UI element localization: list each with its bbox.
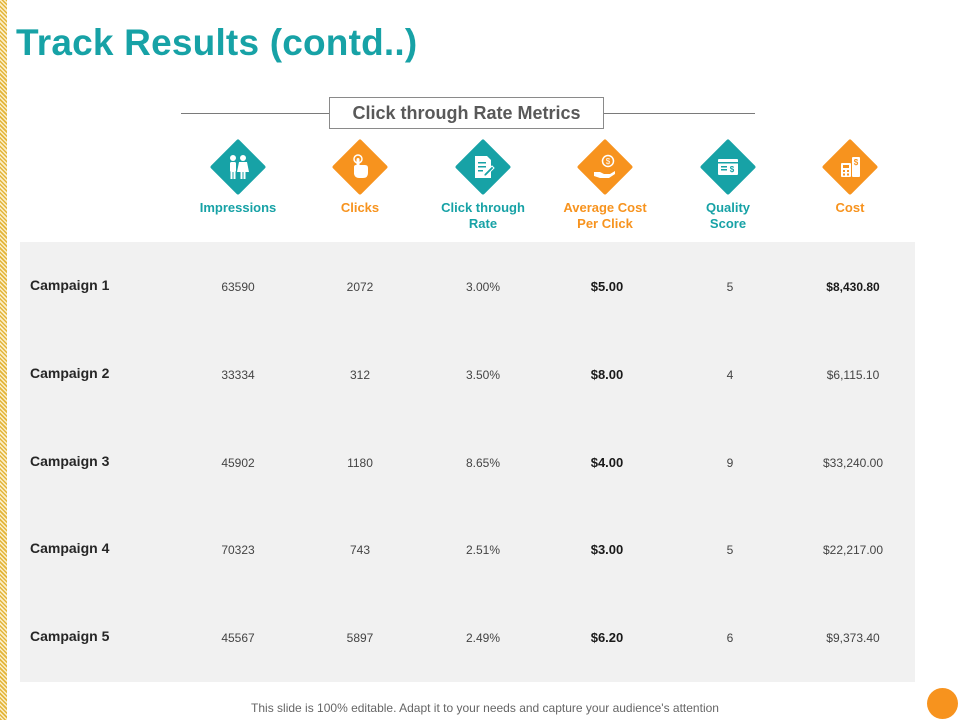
table-row-campaign-2: Campaign 2 33334 312 3.50% $8.00 4 $6,11… bbox=[20, 365, 915, 385]
clicks-value: 312 bbox=[349, 368, 371, 382]
page-title: Track Results (contd..) bbox=[16, 22, 418, 63]
impressions-value: 45902 bbox=[221, 456, 255, 470]
impressions-value: 33334 bbox=[221, 368, 255, 382]
campaign-table: Campaign 1 63590 2072 3.00% $5.00 5 $8,4… bbox=[20, 242, 915, 682]
clicks-value: 743 bbox=[349, 543, 371, 557]
table-row-campaign-3: Campaign 3 45902 1180 8.65% $4.00 9 $33,… bbox=[20, 453, 915, 473]
metric-label: Clicks bbox=[340, 200, 380, 215]
ctr-value: 8.65% bbox=[465, 456, 501, 470]
campaign-name: Campaign 5 bbox=[30, 628, 110, 644]
metric-cost: $ Cost bbox=[795, 138, 905, 216]
clicks-value: 5897 bbox=[346, 631, 374, 645]
table-row-campaign-5: Campaign 5 45567 5897 2.49% $6.20 6 $9,3… bbox=[20, 628, 915, 648]
metric-label: Impressions bbox=[199, 200, 277, 215]
quality-score-value: 9 bbox=[726, 456, 734, 470]
metric-average-cost-per-click: $ Average Cost Per Click bbox=[550, 138, 660, 232]
calculator-dollar-icon: $ bbox=[821, 138, 879, 196]
ctr-value: 2.51% bbox=[465, 543, 501, 557]
metric-clicks: Clicks bbox=[305, 138, 415, 216]
clicks-value: 2072 bbox=[346, 280, 374, 294]
browser-dollar-icon: $ bbox=[699, 138, 757, 196]
quality-score-value: 6 bbox=[726, 631, 734, 645]
hand-click-icon bbox=[331, 138, 389, 196]
section-title: Click through Rate Metrics bbox=[352, 102, 581, 123]
cost-value: $9,373.40 bbox=[826, 631, 880, 645]
table-row-campaign-1: Campaign 1 63590 2072 3.00% $5.00 5 $8,4… bbox=[20, 277, 915, 297]
document-pen-icon bbox=[454, 138, 512, 196]
campaign-name: Campaign 4 bbox=[30, 540, 110, 556]
clicks-value: 1180 bbox=[347, 456, 373, 470]
left-decorative-stripe bbox=[0, 0, 7, 720]
section-rule-left bbox=[181, 113, 331, 114]
avg-cpc-value: $5.00 bbox=[590, 279, 624, 294]
avg-cpc-value: $3.00 bbox=[590, 542, 624, 557]
metric-label: Quality Score bbox=[705, 200, 751, 231]
svg-text:$: $ bbox=[730, 165, 735, 174]
hand-coin-icon: $ bbox=[576, 138, 634, 196]
quality-score-value: 4 bbox=[726, 368, 734, 382]
metric-quality-score: $ Quality Score bbox=[673, 138, 783, 232]
quality-score-value: 5 bbox=[726, 280, 734, 294]
campaign-name: Campaign 3 bbox=[30, 453, 110, 469]
ctr-value: 3.50% bbox=[465, 368, 501, 382]
table-row-campaign-4: Campaign 4 70323 743 2.51% $3.00 5 $22,2… bbox=[20, 540, 915, 560]
metric-click-through-rate: Click through Rate bbox=[428, 138, 538, 232]
campaign-name: Campaign 2 bbox=[30, 365, 110, 381]
cost-value: $6,115.10 bbox=[826, 368, 880, 382]
impressions-value: 45567 bbox=[221, 631, 255, 645]
people-icon bbox=[209, 138, 267, 196]
metric-label: Click through Rate bbox=[441, 200, 525, 231]
corner-orange-dot bbox=[927, 688, 958, 719]
footer-note: This slide is 100% editable. Adapt it to… bbox=[251, 701, 719, 715]
avg-cpc-value: $6.20 bbox=[590, 630, 624, 645]
svg-text:$: $ bbox=[854, 158, 859, 167]
metric-label: Average Cost Per Click bbox=[563, 200, 647, 231]
quality-score-value: 5 bbox=[726, 543, 734, 557]
campaign-name: Campaign 1 bbox=[30, 277, 110, 293]
avg-cpc-value: $4.00 bbox=[590, 455, 624, 470]
ctr-value: 2.49% bbox=[465, 631, 501, 645]
ctr-value: 3.00% bbox=[465, 280, 501, 294]
avg-cpc-value: $8.00 bbox=[590, 367, 624, 382]
section-rule-right bbox=[604, 113, 755, 114]
svg-text:$: $ bbox=[606, 157, 611, 166]
cost-value: $22,217.00 bbox=[822, 543, 884, 557]
metric-impressions: Impressions bbox=[183, 138, 293, 216]
metric-label: Cost bbox=[835, 200, 865, 215]
impressions-value: 63590 bbox=[221, 280, 255, 294]
impressions-value: 70323 bbox=[221, 543, 255, 557]
section-title-box: Click through Rate Metrics bbox=[329, 97, 604, 129]
cost-value: $8,430.80 bbox=[826, 280, 880, 294]
cost-value: $33,240.00 bbox=[822, 456, 884, 470]
